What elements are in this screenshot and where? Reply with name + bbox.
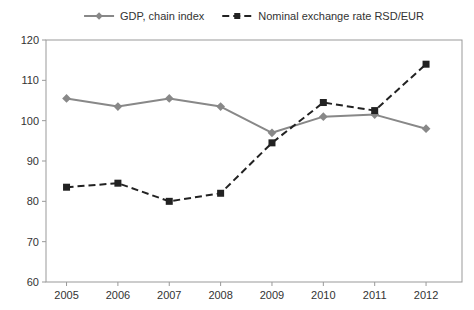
x-tick-label: 2006 [106,289,130,301]
x-tick-label: 2008 [208,289,232,301]
y-tick-label: 80 [27,195,39,207]
series-line [67,64,427,201]
y-tick [42,241,46,242]
legend-item: Nominal exchange rate RSD/EUR [222,10,424,22]
plot-area [62,61,430,205]
point-marker [371,107,378,114]
legend-swatch-marker [234,13,240,19]
legend-item: GDP, chain index [84,10,205,22]
x-tick-label: 2012 [414,289,438,301]
point-marker [166,198,173,205]
y-tick [42,161,46,162]
x-tick-label: 2011 [363,289,387,301]
y-tick [42,201,46,202]
x-tick [169,282,170,286]
point-marker [268,128,277,137]
legend-swatch-marker [95,12,103,20]
y-tick [42,282,46,283]
legend-label: Nominal exchange rate RSD/EUR [258,10,424,22]
point-marker [165,94,174,103]
y-tick-label: 120 [21,34,39,46]
x-tick [426,282,427,286]
point-marker [422,124,431,133]
point-marker [320,99,327,106]
x-tick-label: 2010 [311,289,335,301]
y-tick-label: 100 [21,115,39,127]
x-tick [66,282,67,286]
y-tick-label: 60 [27,276,39,288]
point-marker [114,102,123,111]
plot-frame [46,40,462,282]
series-line [67,98,427,132]
point-marker [63,184,70,191]
point-marker [217,190,224,197]
x-tick-label: 2009 [260,289,284,301]
point-marker [62,94,71,103]
point-marker [268,139,275,146]
chart: 60 70 80 90 100 110 120 2005 2006 2007 2008 2009 201… [0,0,474,310]
point-marker [319,112,328,121]
point-marker [114,180,121,187]
x-tick [374,282,375,286]
legend-label: GDP, chain index [120,10,205,22]
x-tick [220,282,221,286]
y-tick-label: 110 [21,74,39,86]
x-tick [323,282,324,286]
y-tick [42,40,46,41]
x-tick-label: 2007 [157,289,181,301]
y-tick-label: 90 [27,155,39,167]
x-tick [271,282,272,286]
point-marker [423,61,430,68]
y-tick [42,120,46,121]
x-tick [117,282,118,286]
point-marker [216,102,225,111]
y-tick [42,80,46,81]
x-tick-label: 2005 [54,289,78,301]
y-tick-label: 70 [27,236,39,248]
legend: GDP, chain index Nominal exchange rate RS… [84,10,424,22]
